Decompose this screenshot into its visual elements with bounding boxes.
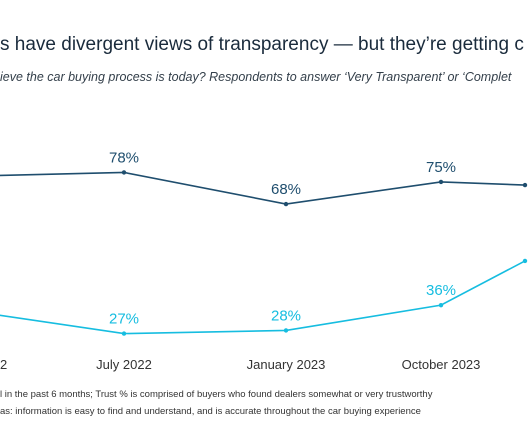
x-tick-label: January 2023 [247,357,326,372]
series-line-1 [0,171,526,205]
data-label: 78% [109,149,139,166]
data-label: 75% [426,159,456,176]
chart-title: s have divergent views of transparency —… [0,34,524,55]
data-label: 36% [426,282,456,299]
data-point [283,201,289,207]
x-tick-label: July 2022 [96,357,152,372]
data-label: 68% [271,181,301,198]
chart-subtitle: ieve the car buying process is today? Re… [0,70,512,84]
x-tick-label: October 2023 [402,357,481,372]
data-point [522,258,528,264]
data-point [438,179,444,185]
data-point [121,170,127,175]
footnote-line-2: as: information is easy to find and unde… [0,406,421,417]
data-point [522,182,528,188]
data-point [283,328,289,333]
line-chart: 2 July 2022 January 2023 October 2023 78% 68%… [0,149,528,372]
data-label: 28% [271,307,301,324]
x-tick-label: 2 [0,357,7,372]
footnote-line-1: l in the past 6 months; Trust % is compr… [0,389,433,400]
data-point [121,331,127,336]
data-label: 27% [109,311,139,328]
data-point [438,302,444,308]
